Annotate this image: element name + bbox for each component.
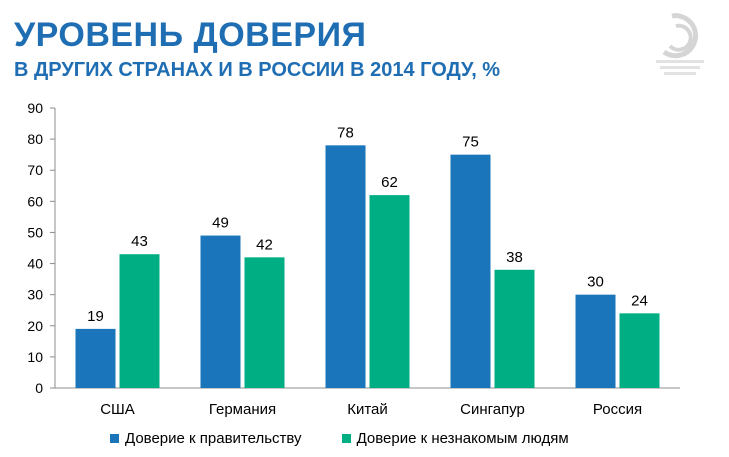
y-tick-label: 40 [27, 256, 43, 272]
data-label: 38 [506, 249, 523, 266]
page-title: УРОВЕНЬ ДОВЕРИЯ [14, 16, 367, 54]
org-logo-icon [656, 13, 704, 75]
y-tick-label: 10 [27, 349, 43, 365]
legend: Доверие к правительству Доверие к незнак… [110, 430, 569, 447]
data-label: 24 [631, 292, 648, 309]
data-label: 43 [131, 233, 148, 250]
y-tick-label: 70 [27, 162, 43, 178]
bar [575, 294, 616, 388]
category-label: Китай [347, 401, 388, 418]
bar [119, 254, 160, 388]
y-tick-label: 80 [27, 131, 43, 147]
data-label: 49 [212, 215, 229, 232]
category-label: Сингапур [460, 401, 525, 418]
page-subtitle: В ДРУГИХ СТРАНАХ И В РОССИИ В 2014 ГОДУ,… [14, 59, 501, 81]
bar [244, 257, 285, 388]
y-tick-label: 30 [27, 287, 43, 303]
data-label: 19 [87, 308, 104, 325]
legend-item-government: Доверие к правительству [110, 430, 302, 447]
category-label: Россия [593, 401, 642, 418]
category-label: США [100, 401, 135, 418]
bar [450, 154, 491, 388]
y-tick-label: 50 [27, 224, 43, 240]
data-label: 62 [381, 174, 398, 191]
bar [325, 145, 366, 388]
data-label: 75 [462, 134, 479, 151]
legend-label-strangers: Доверие к незнакомым людям [356, 430, 569, 447]
y-tick-label: 20 [27, 318, 43, 334]
legend-label-government: Доверие к правительству [125, 430, 302, 447]
bar [75, 328, 116, 388]
data-label: 78 [337, 124, 354, 141]
bar [200, 235, 241, 388]
data-label: 30 [587, 274, 604, 291]
y-tick-label: 90 [27, 100, 43, 116]
bar [369, 195, 410, 388]
y-tick-label: 0 [35, 380, 43, 396]
legend-item-strangers: Доверие к незнакомым людям [341, 430, 569, 447]
bars: 19 43 49 42 78 62 75 38 30 24 [75, 124, 660, 388]
bar [494, 269, 535, 388]
category-labels: США Германия Китай Сингапур Россия [100, 401, 642, 418]
legend-swatch-strangers [341, 434, 351, 443]
bar [619, 313, 660, 388]
legend-swatch-government [110, 434, 119, 443]
data-label: 42 [256, 236, 273, 253]
y-tick-label: 60 [27, 193, 43, 209]
category-label: Германия [209, 401, 276, 418]
